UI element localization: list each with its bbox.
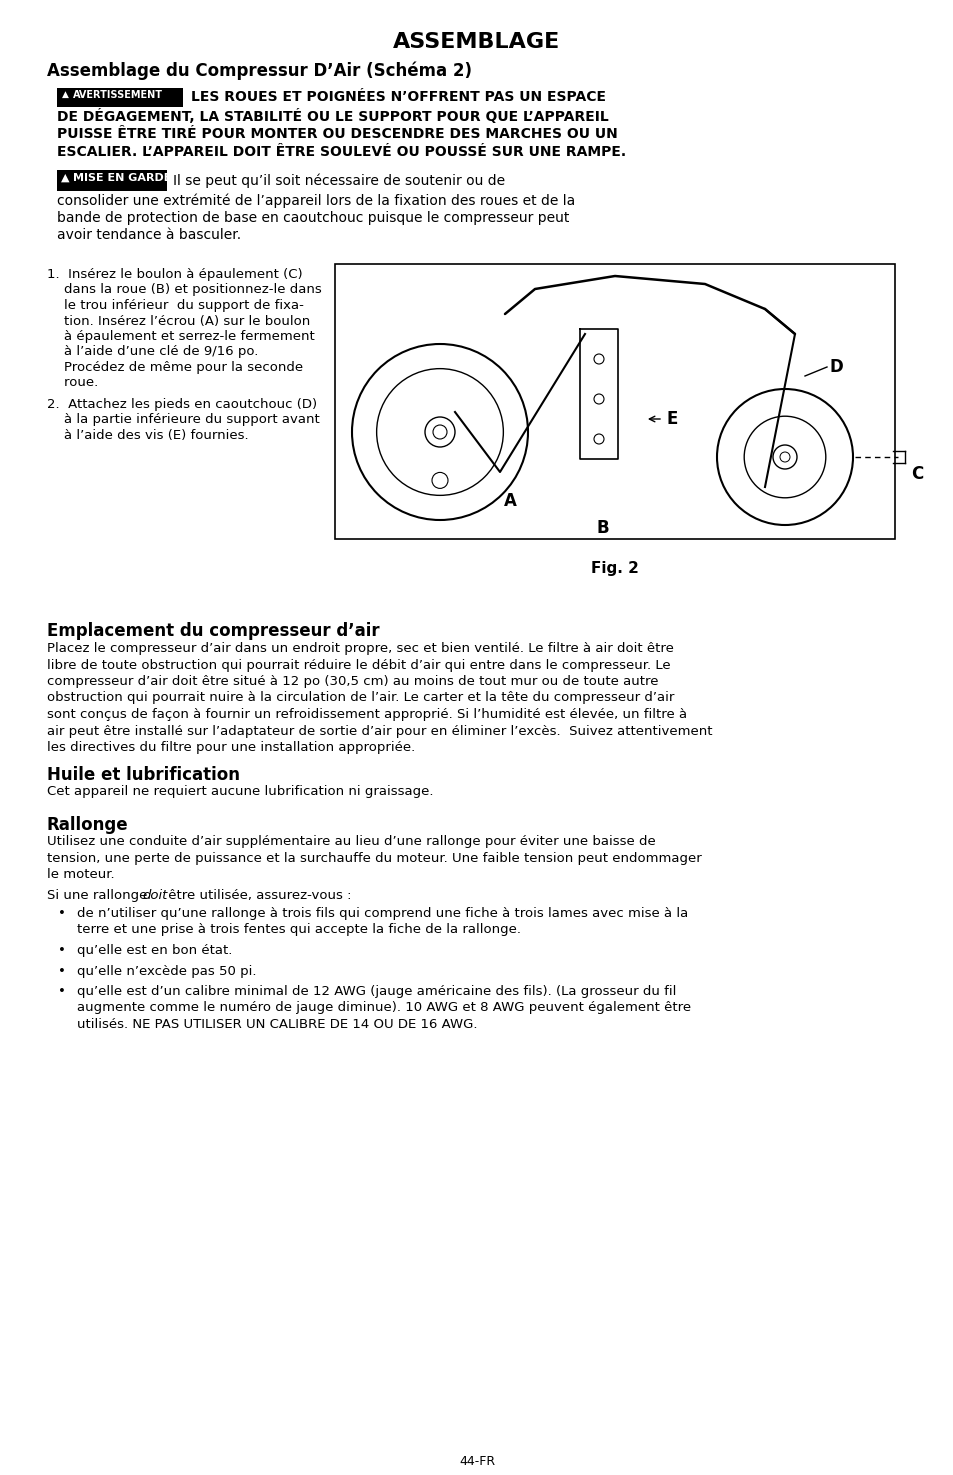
Text: Huile et lubrification: Huile et lubrification: [47, 766, 240, 783]
Text: E: E: [666, 410, 678, 428]
Text: Rallonge: Rallonge: [47, 816, 129, 833]
Bar: [57, 88, 183, 108]
Text: doit: doit: [142, 889, 167, 903]
Text: MISE EN GARDE: MISE EN GARDE: [73, 173, 172, 183]
Text: qu’elle n’excède pas 50 pi.: qu’elle n’excède pas 50 pi.: [77, 965, 256, 978]
Text: A: A: [503, 493, 516, 510]
Text: Utilisez une conduite d’air supplémentaire au lieu d’une rallonge pour éviter un: Utilisez une conduite d’air supplémentai…: [47, 835, 655, 848]
Text: LES ROUES ET POIGNÉES N’OFFRENT PAS UN ESPACE: LES ROUES ET POIGNÉES N’OFFRENT PAS UN E…: [191, 90, 605, 105]
Text: Procédez de même pour la seconde: Procédez de même pour la seconde: [47, 361, 303, 375]
Text: compresseur d’air doit être situé à 12 po (30,5 cm) au moins de tout mur ou de t: compresseur d’air doit être situé à 12 p…: [47, 676, 658, 687]
Text: roue.: roue.: [47, 376, 98, 389]
Text: ESCALIER. L’APPAREIL DOIT ÊTRE SOULEVÉ OU POUSSÉ SUR UNE RAMPE.: ESCALIER. L’APPAREIL DOIT ÊTRE SOULEVÉ O…: [57, 145, 625, 159]
Text: tion. Insérez l’écrou (A) sur le boulon: tion. Insérez l’écrou (A) sur le boulon: [47, 314, 310, 327]
Text: les directives du filtre pour une installation appropriée.: les directives du filtre pour une instal…: [47, 740, 415, 754]
Text: D: D: [829, 358, 842, 376]
Text: Emplacement du compresseur d’air: Emplacement du compresseur d’air: [47, 622, 379, 640]
Text: à épaulement et serrez-le fermement: à épaulement et serrez-le fermement: [47, 330, 314, 344]
Text: le trou inférieur  du support de fixa-: le trou inférieur du support de fixa-: [47, 299, 304, 313]
Text: Si une rallonge: Si une rallonge: [47, 889, 152, 903]
Text: Placez le compresseur d’air dans un endroit propre, sec et bien ventilé. Le filt: Placez le compresseur d’air dans un endr…: [47, 642, 673, 655]
Text: •: •: [58, 944, 66, 957]
Text: de n’utiliser qu’une rallonge à trois fils qui comprend une fiche à trois lames : de n’utiliser qu’une rallonge à trois fi…: [77, 907, 687, 920]
Text: PUISSE ÊTRE TIRÉ POUR MONTER OU DESCENDRE DES MARCHES OU UN: PUISSE ÊTRE TIRÉ POUR MONTER OU DESCENDR…: [57, 127, 618, 142]
Text: B: B: [596, 519, 609, 537]
Text: 1.  Insérez le boulon à épaulement (C): 1. Insérez le boulon à épaulement (C): [47, 268, 302, 282]
Bar: [335, 264, 894, 538]
Text: •: •: [58, 985, 66, 999]
Text: obstruction qui pourrait nuire à la circulation de l’air. Le carter et la tête d: obstruction qui pourrait nuire à la circ…: [47, 692, 674, 705]
Text: DE DÉGAGEMENT, LA STABILITÉ OU LE SUPPORT POUR QUE L’APPAREIL: DE DÉGAGEMENT, LA STABILITÉ OU LE SUPPOR…: [57, 109, 608, 124]
Text: sont conçus de façon à fournir un refroidissement approprié. Si l’humidité est é: sont conçus de façon à fournir un refroi…: [47, 708, 686, 721]
Text: air peut être installé sur l’adaptateur de sortie d’air pour en éliminer l’excès: air peut être installé sur l’adaptateur …: [47, 724, 712, 738]
Text: consolider une extrémité de l’appareil lors de la fixation des roues et de la: consolider une extrémité de l’appareil l…: [57, 195, 575, 208]
Text: 2.  Attachez les pieds en caoutchouc (D): 2. Attachez les pieds en caoutchouc (D): [47, 398, 316, 412]
Text: être utilisée, assurez-vous :: être utilisée, assurez-vous :: [164, 889, 351, 903]
Text: Il se peut qu’il soit nécessaire de soutenir ou de: Il se peut qu’il soit nécessaire de sout…: [172, 173, 504, 187]
Text: qu’elle est d’un calibre minimal de 12 AWG (jauge américaine des fils). (La gros: qu’elle est d’un calibre minimal de 12 A…: [77, 985, 676, 999]
Text: ASSEMBLAGE: ASSEMBLAGE: [393, 32, 560, 52]
Text: Fig. 2: Fig. 2: [591, 560, 639, 577]
Text: augmente comme le numéro de jauge diminue). 10 AWG et 8 AWG peuvent également êt: augmente comme le numéro de jauge diminu…: [77, 1002, 690, 1015]
Text: libre de toute obstruction qui pourrait réduire le débit d’air qui entre dans le: libre de toute obstruction qui pourrait …: [47, 658, 670, 671]
Text: terre et une prise à trois fentes qui accepte la fiche de la rallonge.: terre et une prise à trois fentes qui ac…: [77, 923, 520, 937]
Text: Cet appareil ne requiert aucune lubrification ni graissage.: Cet appareil ne requiert aucune lubrific…: [47, 786, 433, 798]
Text: avoir tendance à basculer.: avoir tendance à basculer.: [57, 229, 241, 242]
Text: C: C: [910, 465, 923, 482]
Text: Assemblage du Compressur D’Air (Schéma 2): Assemblage du Compressur D’Air (Schéma 2…: [47, 62, 472, 81]
Text: ▲: ▲: [62, 90, 69, 99]
Text: AVERTISSEMENT: AVERTISSEMENT: [73, 90, 163, 100]
Text: tension, une perte de puissance et la surchauffe du moteur. Une faible tension p: tension, une perte de puissance et la su…: [47, 853, 701, 864]
Text: utilisés. NE PAS UTILISER UN CALIBRE DE 14 OU DE 16 AWG.: utilisés. NE PAS UTILISER UN CALIBRE DE …: [77, 1018, 477, 1031]
Text: •: •: [58, 965, 66, 978]
Text: à la partie inférieure du support avant: à la partie inférieure du support avant: [47, 413, 319, 426]
Text: bande de protection de base en caoutchouc puisque le compresseur peut: bande de protection de base en caoutchou…: [57, 211, 569, 226]
Text: •: •: [58, 907, 66, 920]
Text: qu’elle est en bon état.: qu’elle est en bon état.: [77, 944, 233, 957]
Text: à l’aide d’une clé de 9/16 po.: à l’aide d’une clé de 9/16 po.: [47, 345, 258, 358]
Text: le moteur.: le moteur.: [47, 869, 114, 882]
Text: à l’aide des vis (E) fournies.: à l’aide des vis (E) fournies.: [47, 429, 249, 442]
Text: ▲: ▲: [61, 173, 70, 183]
Bar: [57, 170, 167, 190]
Text: dans la roue (B) et positionnez-le dans: dans la roue (B) et positionnez-le dans: [47, 283, 321, 296]
Text: 44-FR: 44-FR: [458, 1454, 495, 1468]
